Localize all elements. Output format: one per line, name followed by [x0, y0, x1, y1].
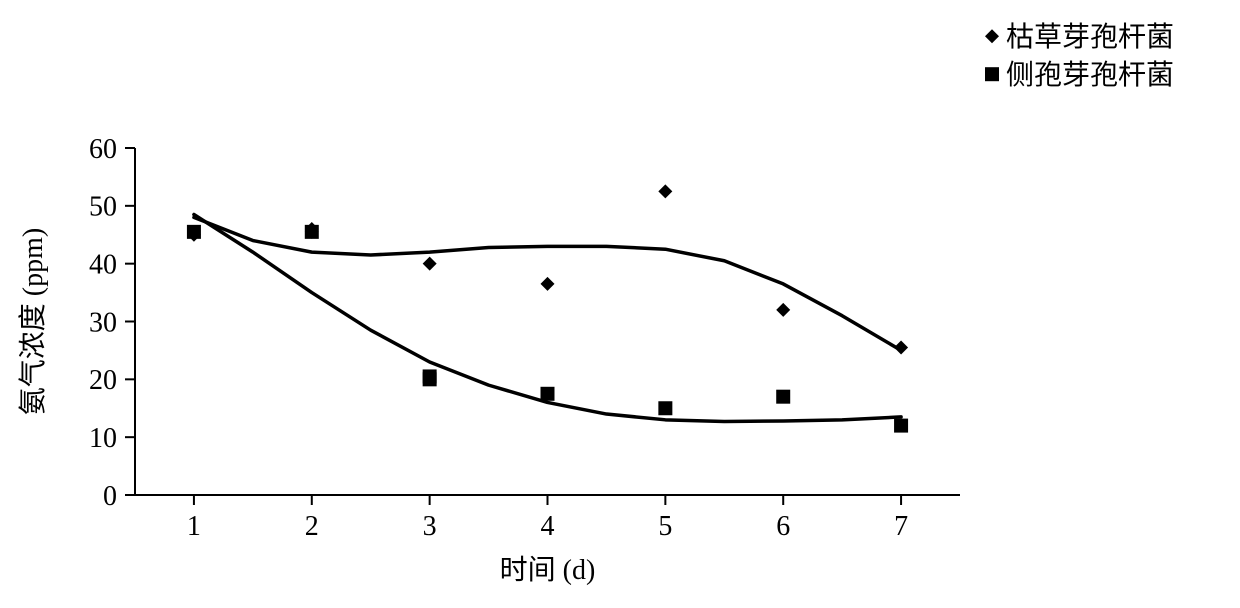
- y-tick-label: 50: [89, 192, 117, 223]
- x-tick-label: 4: [541, 511, 555, 542]
- series-0-point: [776, 303, 790, 317]
- legend-marker-0: [985, 29, 999, 43]
- chart-stage: 0 10 20 30 40 50 60 1 2 3 4 5 6 7 时间 (d) 氨气浓度 (ppm) 枯草芽孢…: [0, 0, 1240, 608]
- chart-svg: 0 10 20 30 40 50 60 1 2 3 4 5 6 7 时间 (d) 氨气浓度 (ppm) 枯草芽孢…: [0, 0, 1240, 608]
- x-tick-label: 2: [305, 511, 319, 542]
- legend-marker-1: [985, 67, 999, 81]
- y-tick-label: 10: [89, 423, 117, 454]
- y-tick-label: 40: [89, 249, 117, 280]
- series-1-point: [305, 225, 319, 239]
- x-tick-label: 6: [776, 511, 790, 542]
- series-1-point: [187, 225, 201, 239]
- series-0-point: [541, 277, 555, 291]
- series-1-point: [658, 401, 672, 415]
- y-axis-label: 氨气浓度 (ppm): [17, 228, 49, 415]
- series-1-point: [423, 369, 437, 383]
- x-tick-label: 1: [187, 511, 201, 542]
- series-0-point: [894, 341, 908, 355]
- series-1-point: [776, 390, 790, 404]
- legend-label-1: 侧孢芽孢杆菌: [1006, 59, 1174, 91]
- legend-label-0: 枯草芽孢杆菌: [1006, 21, 1174, 53]
- series-0-point: [423, 257, 437, 271]
- x-axis-label: 时间 (d): [500, 554, 596, 586]
- y-tick-label: 20: [89, 365, 117, 396]
- y-tick-label: 0: [103, 481, 117, 512]
- y-tick-label: 60: [89, 134, 117, 165]
- y-tick-label: 30: [89, 307, 117, 338]
- x-tick-label: 3: [423, 511, 437, 542]
- x-tick-label: 7: [894, 511, 908, 542]
- series-1-point: [894, 419, 908, 433]
- x-tick-label: 5: [658, 511, 672, 542]
- series-0-point: [658, 184, 672, 198]
- series-1-point: [541, 387, 555, 401]
